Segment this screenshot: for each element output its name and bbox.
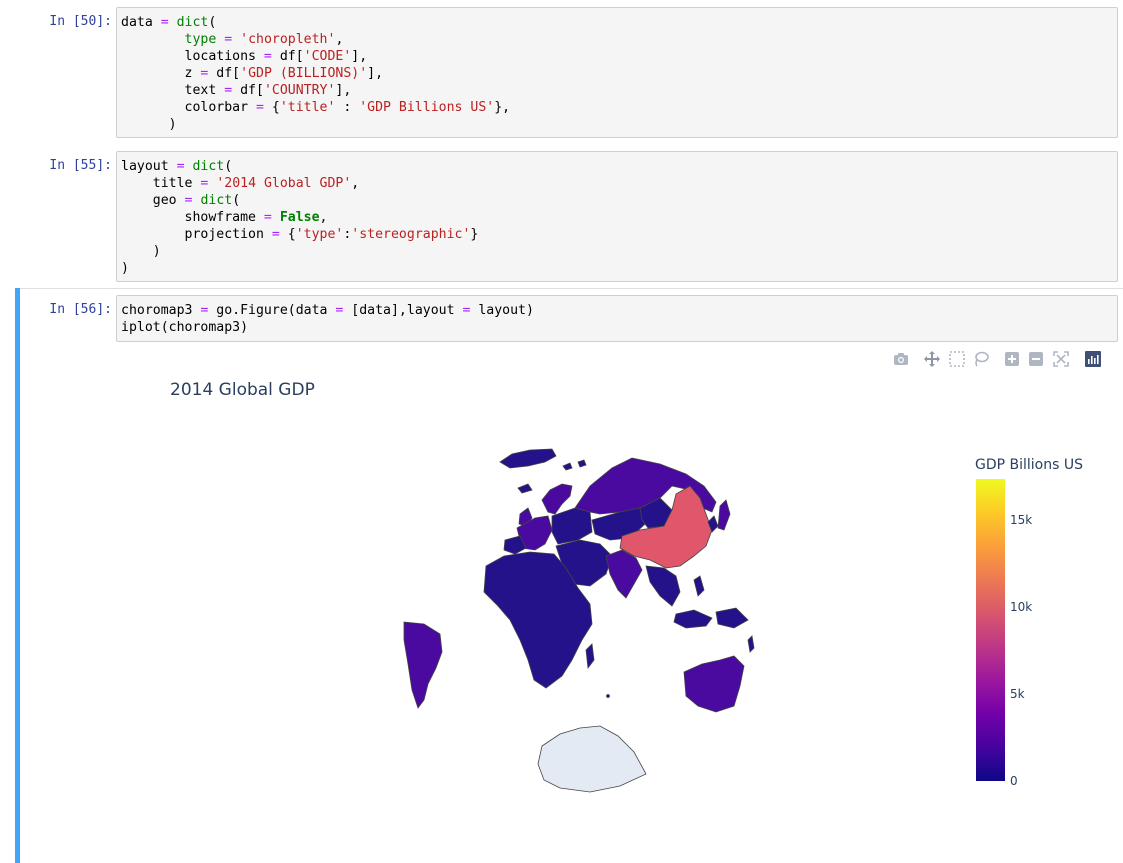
lasso-icon[interactable]: [971, 349, 991, 369]
box-select-icon[interactable]: [947, 349, 967, 369]
china[interactable]: [619, 485, 713, 569]
philippines[interactable]: [693, 575, 705, 597]
south-america[interactable]: [403, 621, 443, 709]
cell-divider: [20, 288, 1123, 289]
cell-prompt: In [50]:: [49, 14, 112, 29]
country-shapes: [403, 448, 755, 793]
arctic-island[interactable]: [562, 462, 573, 471]
plotly-logo-icon[interactable]: [1083, 349, 1103, 369]
southeast-asia[interactable]: [645, 565, 681, 607]
zoom-out-icon[interactable]: [1026, 349, 1046, 369]
choropleth-map[interactable]: [380, 440, 780, 800]
pan-icon[interactable]: [922, 349, 942, 369]
code-text[interactable]: choromap3 = go.Figure(data = [data],layo…: [121, 303, 534, 335]
island[interactable]: [606, 694, 610, 698]
code-text[interactable]: data = dict( type = 'choropleth', locati…: [121, 15, 511, 132]
new-zealand[interactable]: [747, 635, 755, 653]
russia[interactable]: [574, 457, 717, 515]
zoom-in-icon[interactable]: [1002, 349, 1022, 369]
cell-prompt: In [56]:: [49, 302, 112, 317]
iceland[interactable]: [517, 483, 533, 494]
indonesia[interactable]: [673, 609, 713, 629]
greenland[interactable]: [499, 448, 557, 469]
code-text[interactable]: layout = dict( title = '2014 Global GDP'…: [121, 159, 479, 276]
madagascar[interactable]: [585, 643, 595, 670]
colorbar-title: GDP Billions US: [975, 457, 1084, 473]
chart-title: 2014 Global GDP: [170, 380, 315, 400]
new-guinea[interactable]: [715, 607, 749, 629]
colorbar-tick: 15k: [1010, 513, 1033, 527]
colorbar-tick: 5k: [1010, 687, 1025, 701]
code-input[interactable]: data = dict( type = 'choropleth', locati…: [116, 7, 1118, 138]
colorbar: [976, 479, 1005, 781]
africa[interactable]: [483, 551, 593, 689]
eastern-europe[interactable]: [551, 507, 593, 545]
japan[interactable]: [717, 499, 731, 531]
autoscale-icon[interactable]: [1051, 349, 1071, 369]
iberia[interactable]: [503, 535, 527, 555]
selected-cell-indicator: [15, 288, 20, 863]
arctic-island[interactable]: [577, 459, 587, 468]
scandinavia[interactable]: [541, 483, 573, 515]
antarctica[interactable]: [537, 725, 647, 793]
cell-prompt: In [55]:: [49, 158, 112, 173]
colorbar-tick: 0: [1010, 774, 1018, 788]
camera-icon[interactable]: [891, 349, 911, 369]
code-input[interactable]: layout = dict( title = '2014 Global GDP'…: [116, 151, 1118, 282]
india[interactable]: [605, 549, 643, 599]
colorbar-tick: 10k: [1010, 600, 1033, 614]
australia[interactable]: [683, 655, 745, 713]
code-input[interactable]: choromap3 = go.Figure(data = [data],layo…: [116, 295, 1118, 342]
